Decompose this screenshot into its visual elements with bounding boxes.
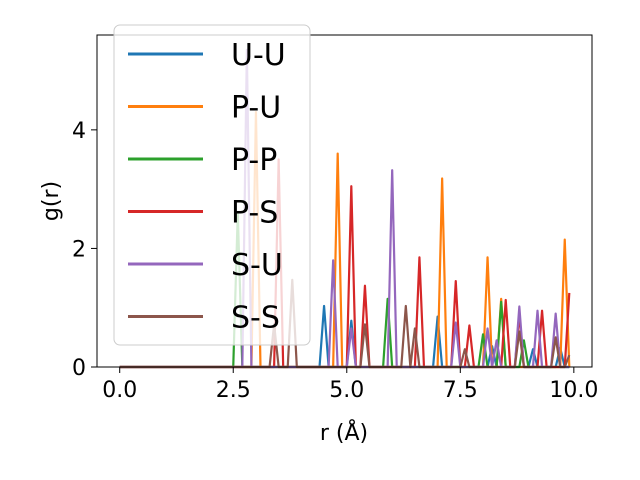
y-tick-label: 0 (72, 356, 86, 381)
y-axis-label: g(r) (39, 181, 64, 221)
y-axis-ticks: 0 2 4 (72, 119, 97, 381)
legend-box (113, 24, 311, 346)
x-tick-label: 0.0 (102, 378, 137, 403)
x-tick-label: 2.5 (216, 378, 251, 403)
legend-label-s-s: S-S (231, 301, 280, 336)
y-tick-label: 2 (72, 237, 86, 262)
plot-frame (96, 34, 593, 368)
x-tick-label: 10.0 (549, 378, 598, 403)
legend-label-p-p: P-P (231, 143, 277, 178)
y-tick-label: 4 (72, 119, 86, 144)
legend-label-s-u: S-U (231, 248, 283, 283)
legend-label-u-u: U-U (231, 38, 286, 73)
x-axis-ticks: 0.0 2.5 5.0 7.5 10.0 (102, 367, 598, 403)
x-tick-label: 7.5 (443, 378, 478, 403)
legend-label-p-s: P-S (231, 196, 278, 231)
x-axis-label: r (Å) (320, 419, 368, 446)
legend: U-U P-U P-P P-S S-U S-S (113, 24, 311, 346)
legend-label-p-u: P-U (231, 91, 281, 126)
x-tick-label: 5.0 (329, 378, 364, 403)
